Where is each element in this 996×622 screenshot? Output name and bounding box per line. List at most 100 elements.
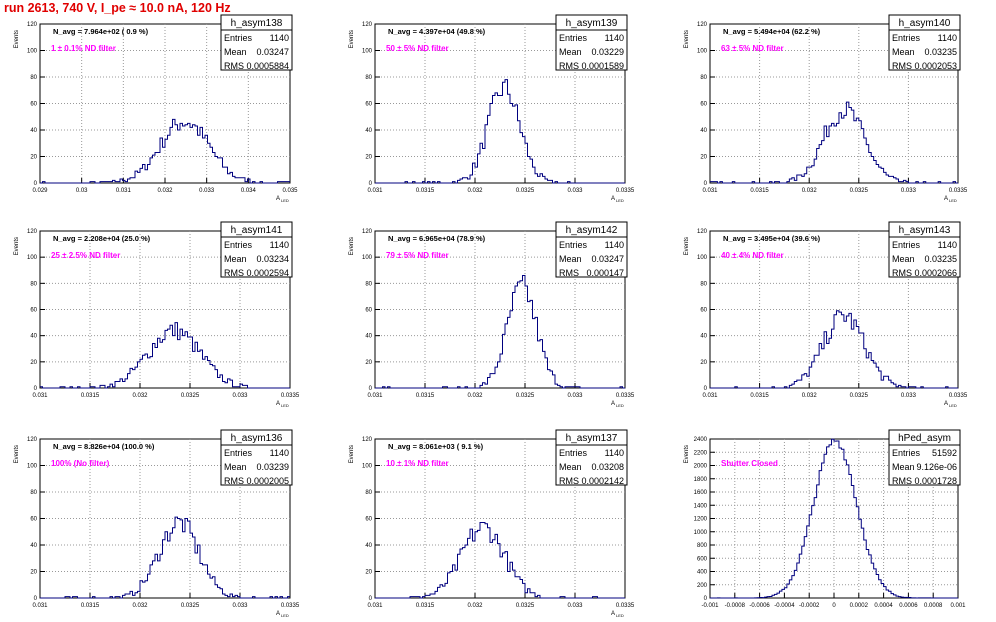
y-tick-label: 20 [30,570,37,576]
y-tick-label: 80 [700,281,707,287]
histogram-name: h_asym143 [899,225,951,236]
y-axis-label: Events [349,237,355,255]
x-axis-label: A [611,611,615,617]
x-tick-label: 0.031 [32,603,48,609]
y-tick-label: 40 [365,128,372,134]
chart-panel-h_asym137: 0.031 0.0315 0.032 0.0325 0.033 0.0335 0 20 40 60… [349,429,635,618]
entries-value: 51592 [932,448,957,458]
y-tick-label: 60 [30,308,37,314]
histogram-name: h_asym138 [231,18,283,29]
y-tick-label: 40 [365,334,372,340]
x-tick-label: 0.001 [950,603,966,609]
entries-value: 1140 [270,33,289,43]
x-tick-label: 0.032 [802,393,818,399]
navg-label: N_avg = 8.061e+03 ( 9.1 %) [388,442,484,451]
x-tick-label: 0.033 [901,393,917,399]
x-tick-label: 0.033 [567,188,583,194]
entries-value: 1140 [938,33,957,43]
mean-value: 0.03234 [256,254,289,264]
x-axis-sublabel: LED [281,613,289,618]
y-axis-label: Events [349,30,355,48]
rms-value: 0.0002053 [914,61,957,71]
run-title: run 2613, 740 V, I_pe ≈ 10.0 nA, 120 Hz [4,1,231,15]
y-tick-label: 100 [27,255,38,261]
rms-label: RMS [892,268,912,278]
entries-label: Entries [224,240,253,250]
y-tick-label: 0 [34,386,38,392]
y-tick-label: 20 [700,360,707,366]
y-axis-label: Events [14,30,20,48]
y-tick-label: 2000 [694,464,708,470]
y-tick-label: 40 [30,128,37,134]
histogram-name: h_asym137 [566,433,618,444]
entries-label: Entries [224,448,253,458]
x-tick-label: 0.032 [132,603,148,609]
x-tick-label: 0.0008 [924,603,943,609]
rms-label: RMS [224,268,244,278]
y-tick-label: 2200 [694,450,708,456]
chart-panel-h_asym138: 0.029 0.03 0.031 0.032 0.033 0.034 0.035 0 20 40 6… [14,14,298,203]
histogram-trace [710,438,958,599]
x-tick-label: 0.033 [199,188,215,194]
x-tick-label: -0.0008 [725,603,746,609]
y-tick-label: 400 [697,570,708,576]
x-tick-label: 0.031 [367,188,383,194]
mean-value: 0.03235 [924,47,957,57]
filter-label: 40 ± 4% ND filter [721,251,784,260]
y-tick-label: 100 [27,464,38,470]
y-tick-label: 1800 [694,477,708,483]
x-tick-label: 0.032 [802,188,818,194]
x-tick-label: 0.0335 [616,393,635,399]
rms-value: 0.000147 [586,268,624,278]
filter-label: 79 ± 5% ND filter [386,251,449,260]
filter-label: 63 ± 5% ND filter [721,44,784,53]
x-tick-label: 0.0315 [81,603,100,609]
x-axis-label: A [611,401,615,407]
y-tick-label: 100 [362,255,373,261]
chart-panel-h_asym141: 0.031 0.0315 0.032 0.0325 0.033 0.0335 0 20 40 60… [14,221,300,408]
x-tick-label: 0.0325 [516,393,535,399]
y-tick-label: 0 [34,181,38,187]
y-tick-label: 80 [365,75,372,81]
y-tick-label: 60 [365,517,372,523]
x-tick-label: 0.0335 [281,393,300,399]
y-axis-label: Events [684,30,690,48]
x-tick-label: 0 [832,603,836,609]
y-tick-label: 120 [27,22,38,28]
y-tick-label: 80 [365,490,372,496]
y-tick-label: 1000 [694,530,708,536]
entries-label: Entries [559,33,588,43]
mean-value: 0.03235 [924,254,957,264]
y-tick-label: 40 [700,128,707,134]
x-tick-label: 0.0002 [850,603,869,609]
filter-label: 10 ± 1% ND filter [386,459,449,468]
navg-label: N_avg = 6.965e+04 (78.9 %) [388,234,486,243]
x-tick-label: 0.031 [367,393,383,399]
y-tick-label: 120 [27,229,38,235]
rms-label: RMS [892,476,912,486]
x-tick-label: 0.032 [132,393,148,399]
y-tick-label: 100 [697,255,708,261]
navg-label: N_avg = 5.494e+04 (62.2 %) [723,27,821,36]
x-tick-label: 0.0315 [416,603,435,609]
x-axis-sublabel: LED [616,613,624,618]
mean-value: 0.03247 [256,47,289,57]
y-tick-label: 1200 [694,517,708,523]
x-tick-label: 0.0315 [81,393,100,399]
x-tick-label: 0.033 [567,603,583,609]
x-tick-label: 0.0325 [181,603,200,609]
entries-value: 1140 [605,448,624,458]
entries-label: Entries [892,448,921,458]
rms-value: 0.0002005 [246,476,289,486]
x-axis-label: A [276,611,280,617]
mean-label: Mean [559,254,582,264]
histogram-name: hPed_asym [898,433,951,444]
rms-value: 0.0001589 [581,61,624,71]
histogram-name: h_asym141 [231,225,283,236]
entries-value: 1140 [270,240,289,250]
x-tick-label: 0.0004 [874,603,893,609]
y-tick-label: 40 [30,543,37,549]
y-tick-label: 120 [362,229,373,235]
y-tick-label: 0 [704,181,708,187]
x-tick-label: 0.0315 [750,393,769,399]
